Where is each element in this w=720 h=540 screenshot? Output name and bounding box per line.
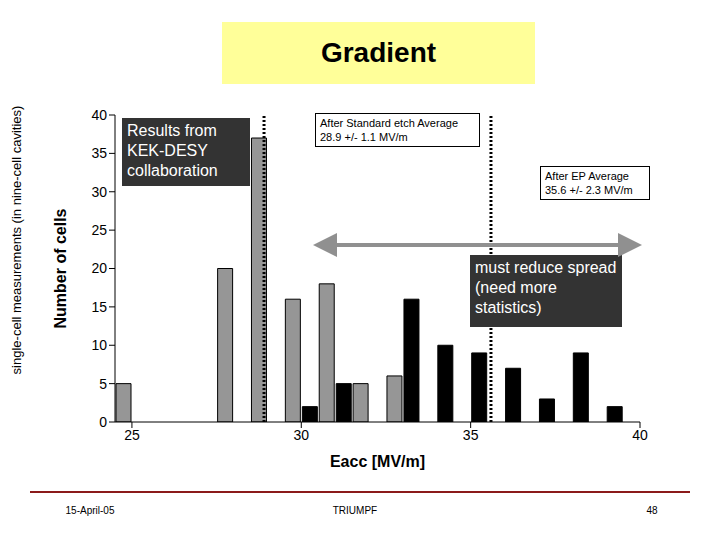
svg-text:Eacc [MV/m]: Eacc [MV/m] bbox=[330, 453, 425, 470]
html-text:35.6 +/- 2.3 MV/m: 35.6 +/- 2.3 MV/m bbox=[545, 184, 633, 196]
html-text:After Standard etch Average: After Standard etch Average bbox=[320, 117, 458, 129]
html-text:After EP Average: After EP Average bbox=[545, 170, 629, 182]
html-text:single-cell measurements (in n: single-cell measurements (in nine-cell c… bbox=[9, 105, 24, 375]
svg-text:40: 40 bbox=[632, 427, 648, 443]
html-text:15-April-05: 15-April-05 bbox=[65, 505, 115, 516]
svg-text:25: 25 bbox=[91, 222, 107, 238]
svg-text:15: 15 bbox=[91, 299, 107, 315]
svg-text:25: 25 bbox=[124, 427, 140, 443]
html-text:28.9 +/- 1.1 MV/m: 28.9 +/- 1.1 MV/m bbox=[320, 131, 408, 143]
svg-text:5: 5 bbox=[99, 376, 107, 392]
svg-text:Number of cells: Number of cells bbox=[52, 208, 69, 328]
html-text:TRIUMPF: TRIUMPF bbox=[332, 505, 378, 516]
svg-text:40: 40 bbox=[91, 107, 107, 123]
svg-text:30: 30 bbox=[91, 184, 107, 200]
html-text:Results from KEK-DESY collabor: Results from KEK-DESY collaboration bbox=[127, 122, 218, 179]
html-text:Gradient: Gradient bbox=[320, 37, 437, 68]
svg-text:20: 20 bbox=[91, 260, 107, 276]
svg-text:0: 0 bbox=[99, 414, 107, 430]
svg-text:10: 10 bbox=[91, 337, 107, 353]
html-text:48: 48 bbox=[646, 505, 658, 516]
svg-text:30: 30 bbox=[294, 427, 310, 443]
svg-text:35: 35 bbox=[463, 427, 479, 443]
svg-text:35: 35 bbox=[91, 145, 107, 161]
html-text:must reduce spread (need more: must reduce spread (need more statistics… bbox=[475, 259, 617, 316]
